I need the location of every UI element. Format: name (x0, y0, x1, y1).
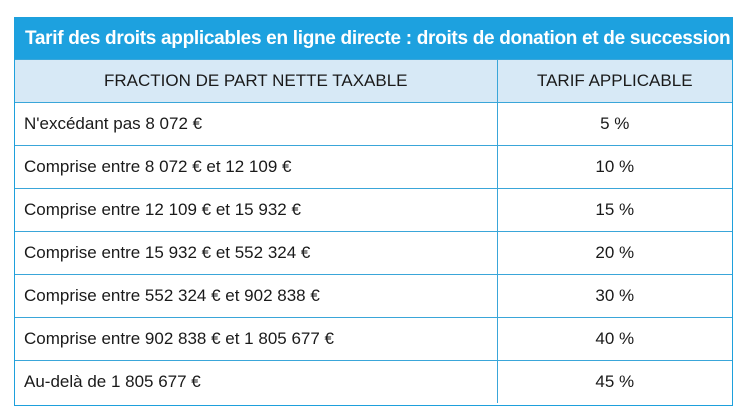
column-header-fraction: FRACTION DE PART NETTE TAXABLE (15, 59, 497, 103)
fraction-cell: Comprise entre 12 109 € et 15 932 € (15, 188, 497, 232)
table-header: FRACTION DE PART NETTE TAXABLE TARIF APP… (15, 59, 732, 103)
tax-rate-table: FRACTION DE PART NETTE TAXABLE TARIF APP… (15, 59, 732, 403)
fraction-cell: Comprise entre 8 072 € et 12 109 € (15, 145, 497, 189)
fraction-cell: Comprise entre 902 838 € et 1 805 677 € (15, 317, 497, 361)
rate-cell: 30 % (496, 274, 732, 318)
table-body: N'excédant pas 8 072 € 5 % Comprise entr… (15, 102, 732, 403)
rate-cell: 5 % (496, 102, 732, 146)
rate-cell: 10 % (496, 145, 732, 189)
table-row: Au-delà de 1 805 677 € 45 % (15, 360, 732, 403)
table-row: Comprise entre 15 932 € et 552 324 € 20 … (15, 231, 732, 275)
panel-title: Tarif des droits applicables en ligne di… (15, 18, 732, 59)
fraction-cell: Comprise entre 15 932 € et 552 324 € (15, 231, 497, 275)
rate-cell: 45 % (496, 360, 732, 403)
header-row: FRACTION DE PART NETTE TAXABLE TARIF APP… (15, 59, 732, 103)
table-row: Comprise entre 8 072 € et 12 109 € 10 % (15, 145, 732, 189)
fraction-cell: Au-delà de 1 805 677 € (24, 372, 201, 391)
table-row: N'excédant pas 8 072 € 5 % (15, 102, 732, 146)
column-header-rate: TARIF APPLICABLE (496, 59, 732, 103)
fraction-cell: Comprise entre 552 324 € et 902 838 € (15, 274, 497, 318)
table-row: Comprise entre 12 109 € et 15 932 € 15 % (15, 188, 732, 232)
tax-rate-panel: Tarif des droits applicables en ligne di… (14, 17, 733, 406)
rate-cell: 15 % (496, 188, 732, 232)
fraction-cell: N'excédant pas 8 072 € (15, 102, 497, 146)
rate-cell: 20 % (496, 231, 732, 275)
table-row: Comprise entre 902 838 € et 1 805 677 € … (15, 317, 732, 361)
rate-cell: 40 % (496, 317, 732, 361)
table-row: Comprise entre 552 324 € et 902 838 € 30… (15, 274, 732, 318)
